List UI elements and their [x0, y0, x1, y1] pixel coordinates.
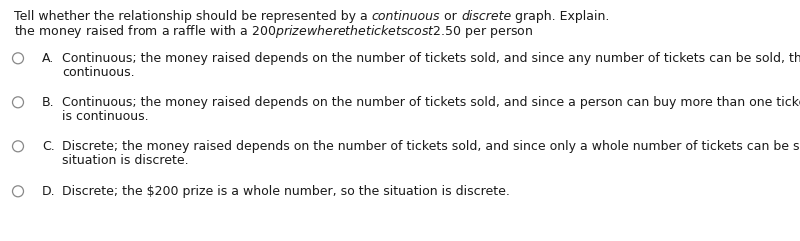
Text: graph. Explain.: graph. Explain.: [511, 10, 610, 23]
Text: continuous: continuous: [372, 10, 440, 23]
Text: B.: B.: [42, 96, 54, 109]
Text: Tell whether the relationship should be represented by a: Tell whether the relationship should be …: [14, 10, 372, 23]
Text: D.: D.: [42, 185, 56, 198]
Text: or: or: [440, 10, 461, 23]
Text: discrete: discrete: [461, 10, 511, 23]
Text: is continuous.: is continuous.: [62, 110, 149, 123]
Text: A.: A.: [42, 52, 54, 65]
Text: C.: C.: [42, 140, 54, 153]
Text: the money raised from a raffle with a $200 prize where the tickets cost $2.50 pe: the money raised from a raffle with a $2…: [14, 23, 534, 40]
Text: Discrete; the $200 prize is a whole number, so the situation is discrete.: Discrete; the $200 prize is a whole numb…: [62, 185, 510, 198]
Text: Discrete; the money raised depends on the number of tickets sold, and since only: Discrete; the money raised depends on th…: [62, 140, 800, 153]
Text: Continuous; the money raised depends on the number of tickets sold, and since an: Continuous; the money raised depends on …: [62, 52, 800, 65]
Text: Continuous; the money raised depends on the number of tickets sold, and since a : Continuous; the money raised depends on …: [62, 96, 800, 109]
Text: continuous.: continuous.: [62, 66, 134, 79]
Text: situation is discrete.: situation is discrete.: [62, 154, 189, 167]
